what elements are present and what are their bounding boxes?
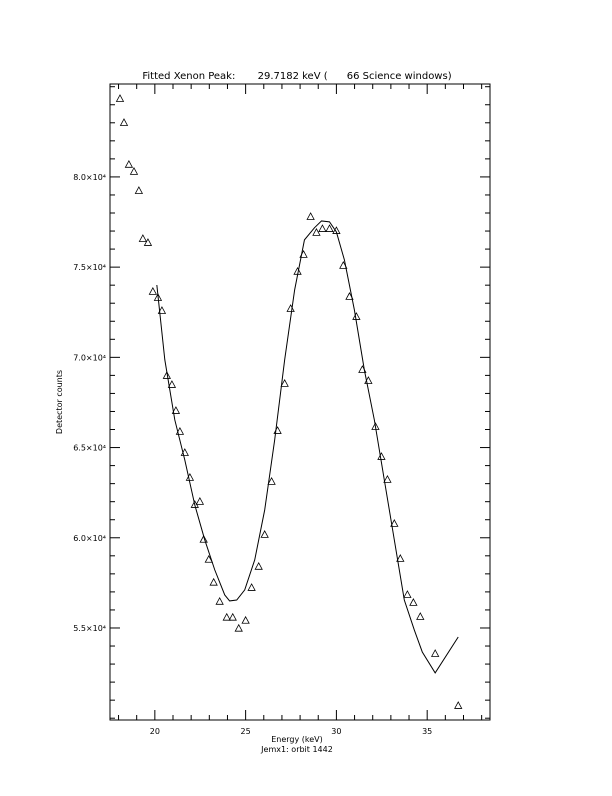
data-point bbox=[254, 561, 263, 570]
data-point bbox=[280, 379, 289, 387]
data-point bbox=[180, 448, 189, 456]
data-point bbox=[171, 406, 181, 414]
data-point bbox=[299, 250, 308, 258]
plot-frame bbox=[109, 83, 491, 721]
data-point bbox=[185, 473, 195, 481]
data-point bbox=[138, 234, 148, 242]
data-point bbox=[345, 292, 354, 300]
data-point bbox=[416, 612, 425, 620]
data-point bbox=[364, 376, 373, 384]
data-point bbox=[124, 159, 134, 168]
y-tick-label: 6.0×10⁴ bbox=[73, 534, 106, 543]
data-point bbox=[318, 224, 327, 232]
data-point bbox=[260, 530, 269, 538]
data-point bbox=[199, 534, 208, 543]
data-point bbox=[325, 224, 334, 232]
x-tick-label: 30 bbox=[331, 727, 341, 736]
data-point bbox=[332, 226, 341, 234]
data-point bbox=[167, 380, 177, 388]
data-point bbox=[306, 212, 315, 220]
data-point bbox=[143, 238, 153, 246]
data-point bbox=[358, 365, 367, 373]
data-point bbox=[352, 312, 361, 320]
data-point bbox=[119, 118, 129, 126]
y-tick-label: 7.0×10⁴ bbox=[73, 353, 106, 362]
y-tick-label: 5.5×10⁴ bbox=[73, 624, 106, 633]
fit-line bbox=[156, 220, 459, 674]
data-point bbox=[454, 701, 463, 709]
data-point bbox=[153, 293, 163, 301]
y-tick-label: 8.0×10⁴ bbox=[73, 173, 106, 182]
x-axis-label: Energy (keV) bbox=[271, 735, 323, 744]
data-point bbox=[215, 596, 224, 605]
data-point bbox=[162, 371, 171, 379]
data-point bbox=[286, 304, 295, 312]
data-point bbox=[403, 590, 412, 598]
data-point bbox=[157, 306, 167, 314]
data-point bbox=[312, 228, 321, 236]
data-point bbox=[390, 519, 399, 527]
data-point bbox=[129, 167, 139, 175]
data-point bbox=[273, 426, 282, 434]
footnote: Jemx1: orbit 1442 bbox=[260, 745, 333, 754]
data-point bbox=[371, 422, 380, 430]
y-tick-label: 6.5×10⁴ bbox=[73, 444, 106, 453]
data-point bbox=[175, 427, 185, 435]
chart-title: Fitted Xenon Peak: 29.7182 keV ( 66 Scie… bbox=[142, 71, 451, 82]
data-point bbox=[431, 649, 440, 657]
data-point bbox=[241, 615, 250, 624]
data-point bbox=[204, 554, 213, 563]
y-tick-label: 7.5×10⁴ bbox=[73, 263, 106, 272]
data-point bbox=[396, 554, 405, 562]
data-point bbox=[267, 476, 276, 485]
data-point bbox=[148, 287, 158, 295]
data-point bbox=[293, 266, 302, 275]
data-point bbox=[409, 598, 418, 606]
data-point bbox=[247, 583, 256, 591]
data-point bbox=[134, 186, 144, 194]
data-point bbox=[339, 261, 348, 269]
data-point bbox=[383, 475, 392, 483]
data-point bbox=[209, 577, 218, 586]
data-point bbox=[228, 612, 237, 621]
data-point bbox=[377, 452, 386, 460]
x-tick-label: 35 bbox=[422, 727, 432, 736]
data-point bbox=[115, 94, 125, 102]
y-axis-label: Detector counts bbox=[55, 370, 64, 434]
x-tick-label: 20 bbox=[150, 727, 160, 736]
data-point bbox=[222, 612, 231, 621]
x-tick-label: 25 bbox=[241, 727, 251, 736]
data-point bbox=[195, 497, 205, 505]
data-point bbox=[234, 623, 243, 632]
